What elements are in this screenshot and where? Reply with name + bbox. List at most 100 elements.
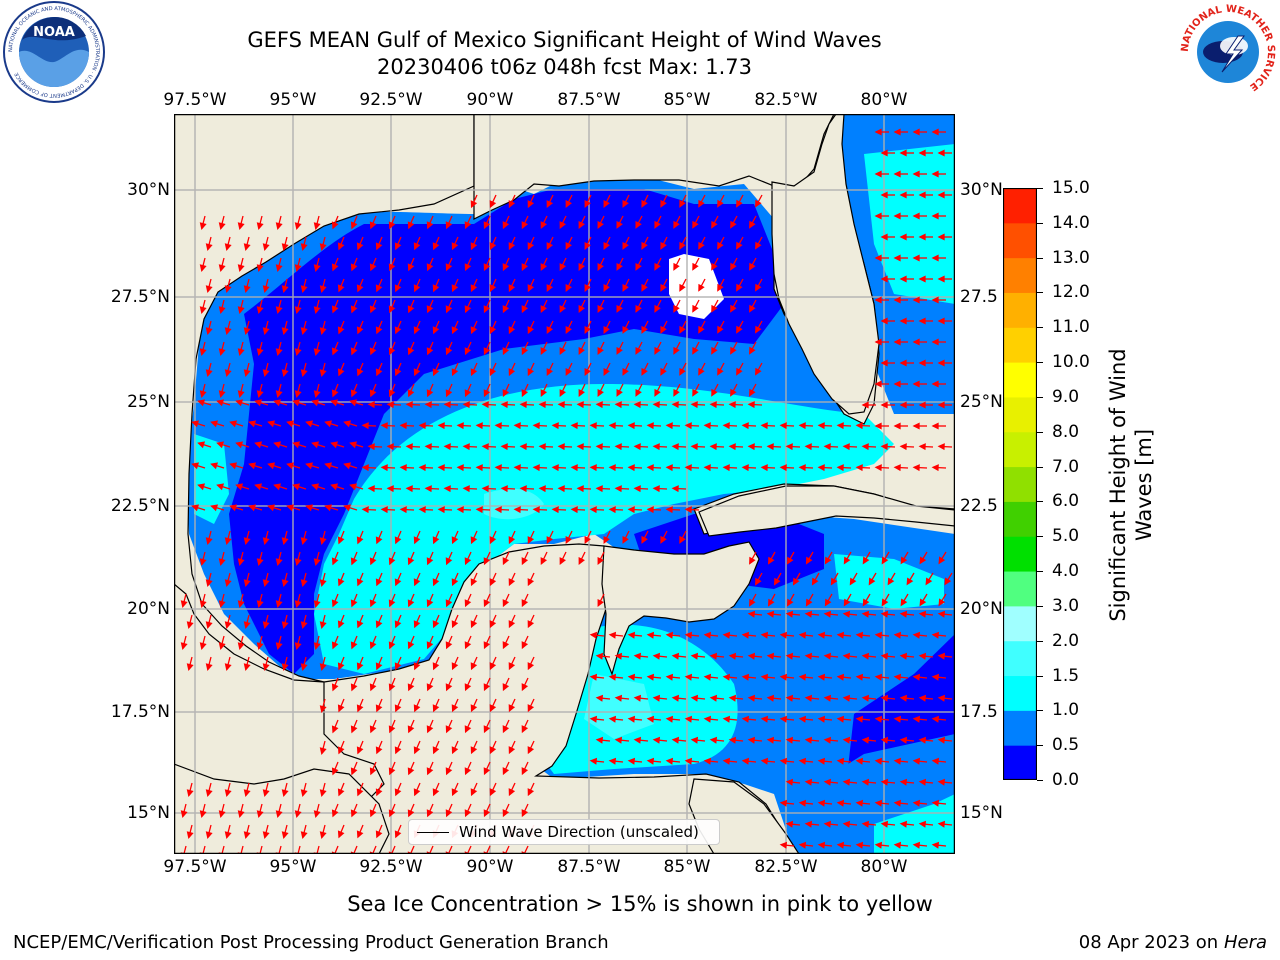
wind-arrow-head (692, 304, 699, 313)
wind-arrow-head (938, 598, 946, 607)
wind-arrow-head (432, 578, 440, 587)
wind-arrow-head (798, 464, 806, 472)
wind-arrow-head (407, 683, 415, 692)
sea-ice-note: Sea Ice Concentration > 15% is shown in … (347, 892, 933, 916)
wind-arrow-head (540, 557, 548, 566)
wind-arrow-head (736, 241, 743, 250)
wind-arrow-head (532, 464, 540, 472)
lat-tick-left: 20°N (127, 599, 170, 619)
wind-arrow-head (281, 621, 289, 630)
wind-arrow-head (912, 296, 920, 304)
wind-arrow-head (369, 347, 377, 356)
wind-arrow-head (679, 535, 686, 544)
wind-arrow-head (918, 736, 927, 744)
wind-arrow-head (243, 537, 251, 546)
wind-arrow-head (319, 579, 327, 588)
wind-arrow-head (646, 464, 654, 472)
wind-arrow-head (823, 736, 832, 744)
wind-arrow-head (337, 536, 345, 545)
wind-arrow-head (464, 725, 472, 734)
wind-arrow-head (470, 788, 478, 797)
wind-arrow-head (413, 284, 421, 293)
wind-arrow-head (388, 725, 396, 734)
wind-arrow-head (180, 642, 188, 651)
wind-arrow-head (874, 464, 882, 472)
wind-arrow-head (413, 662, 421, 671)
wind-arrow-head (369, 725, 377, 734)
wind-arrow-head (931, 296, 939, 304)
wind-arrow-head (849, 577, 857, 586)
wind-arrow-head (502, 809, 510, 818)
wind-arrow-head (622, 199, 629, 208)
wind-arrow-head (275, 222, 283, 231)
wind-arrow-head (254, 399, 263, 407)
wind-arrow-head (275, 306, 283, 315)
wind-arrow-head (584, 242, 591, 250)
wind-arrow-head (199, 222, 207, 231)
wind-arrow-head (275, 558, 283, 567)
wind-arrow-head (633, 401, 641, 409)
wind-arrow-head (527, 578, 535, 587)
colorbar-tick-mark (1037, 571, 1043, 573)
colorbar-tick-mark (1037, 431, 1043, 433)
wind-arrow-head (313, 222, 321, 231)
wind-arrow-head (380, 506, 388, 514)
wind-arrow-head (755, 367, 762, 376)
colorbar-swatch (1003, 501, 1037, 537)
wind-arrow-head (603, 283, 610, 292)
colorbar-frame (1003, 188, 1037, 780)
wind-arrow-head (899, 736, 908, 744)
wind-arrow-head (218, 810, 226, 819)
wind-arrow-head (747, 401, 755, 409)
wind-arrow-head (432, 368, 440, 377)
wind-arrow-head (210, 504, 219, 512)
wind-arrow-head (388, 641, 396, 650)
wind-arrow-head (191, 504, 200, 512)
wind-arrow-head (464, 557, 472, 566)
wind-arrow-head (855, 631, 864, 639)
wind-arrow-head (235, 483, 244, 491)
wind-arrow-head (798, 631, 807, 639)
wind-arrow-head (652, 694, 661, 702)
wind-arrow-head (375, 704, 383, 713)
wind-arrow-head (319, 243, 327, 252)
wind-arrow-head (660, 325, 667, 334)
lat-tick-left: 25°N (127, 392, 170, 412)
wind-arrow-head (508, 200, 516, 209)
wind-arrow-head (445, 221, 453, 230)
wind-arrow-shaft (183, 845, 187, 854)
wind-arrow-head (350, 725, 358, 734)
wind-arrow-head (559, 305, 566, 314)
wind-arrow-head (559, 557, 566, 566)
wind-arrow-head (451, 326, 459, 335)
wind-arrow-head (394, 284, 402, 293)
wind-arrow-head (690, 401, 698, 409)
wind-arrow-head (766, 610, 775, 618)
wind-arrow-head (375, 788, 383, 797)
wind-arrow-head (874, 380, 882, 388)
wind-arrow-head (874, 715, 883, 723)
wind-arrow-head (842, 736, 851, 744)
wind-arrow-head (671, 694, 680, 702)
wind-arrow-head (736, 325, 743, 334)
wind-arrow-head (589, 757, 598, 765)
wind-arrow-head (243, 621, 251, 630)
wind-arrow-head (205, 621, 213, 630)
wind-arrow-head (608, 464, 616, 472)
lon-tick-top: 85°W (663, 90, 711, 110)
wind-arrow-head (880, 275, 888, 283)
wind-arrow-head (918, 610, 927, 618)
wind-arrow-head (641, 535, 648, 544)
colorbar-swatch (1003, 605, 1037, 642)
wind-arrow-head (633, 485, 641, 493)
wind-arrow-shaft (485, 845, 491, 854)
wind-arrow-head (216, 441, 225, 449)
wind-arrow-head (698, 325, 705, 334)
wind-arrow-head (413, 536, 421, 545)
wind-arrow-head (248, 504, 257, 512)
noaa-logo-text: NOAA (33, 25, 75, 40)
wind-arrow-head (445, 389, 453, 398)
wind-arrow-head (665, 464, 673, 472)
wind-arrow-head (356, 284, 364, 293)
wind-arrow-head (532, 506, 540, 514)
